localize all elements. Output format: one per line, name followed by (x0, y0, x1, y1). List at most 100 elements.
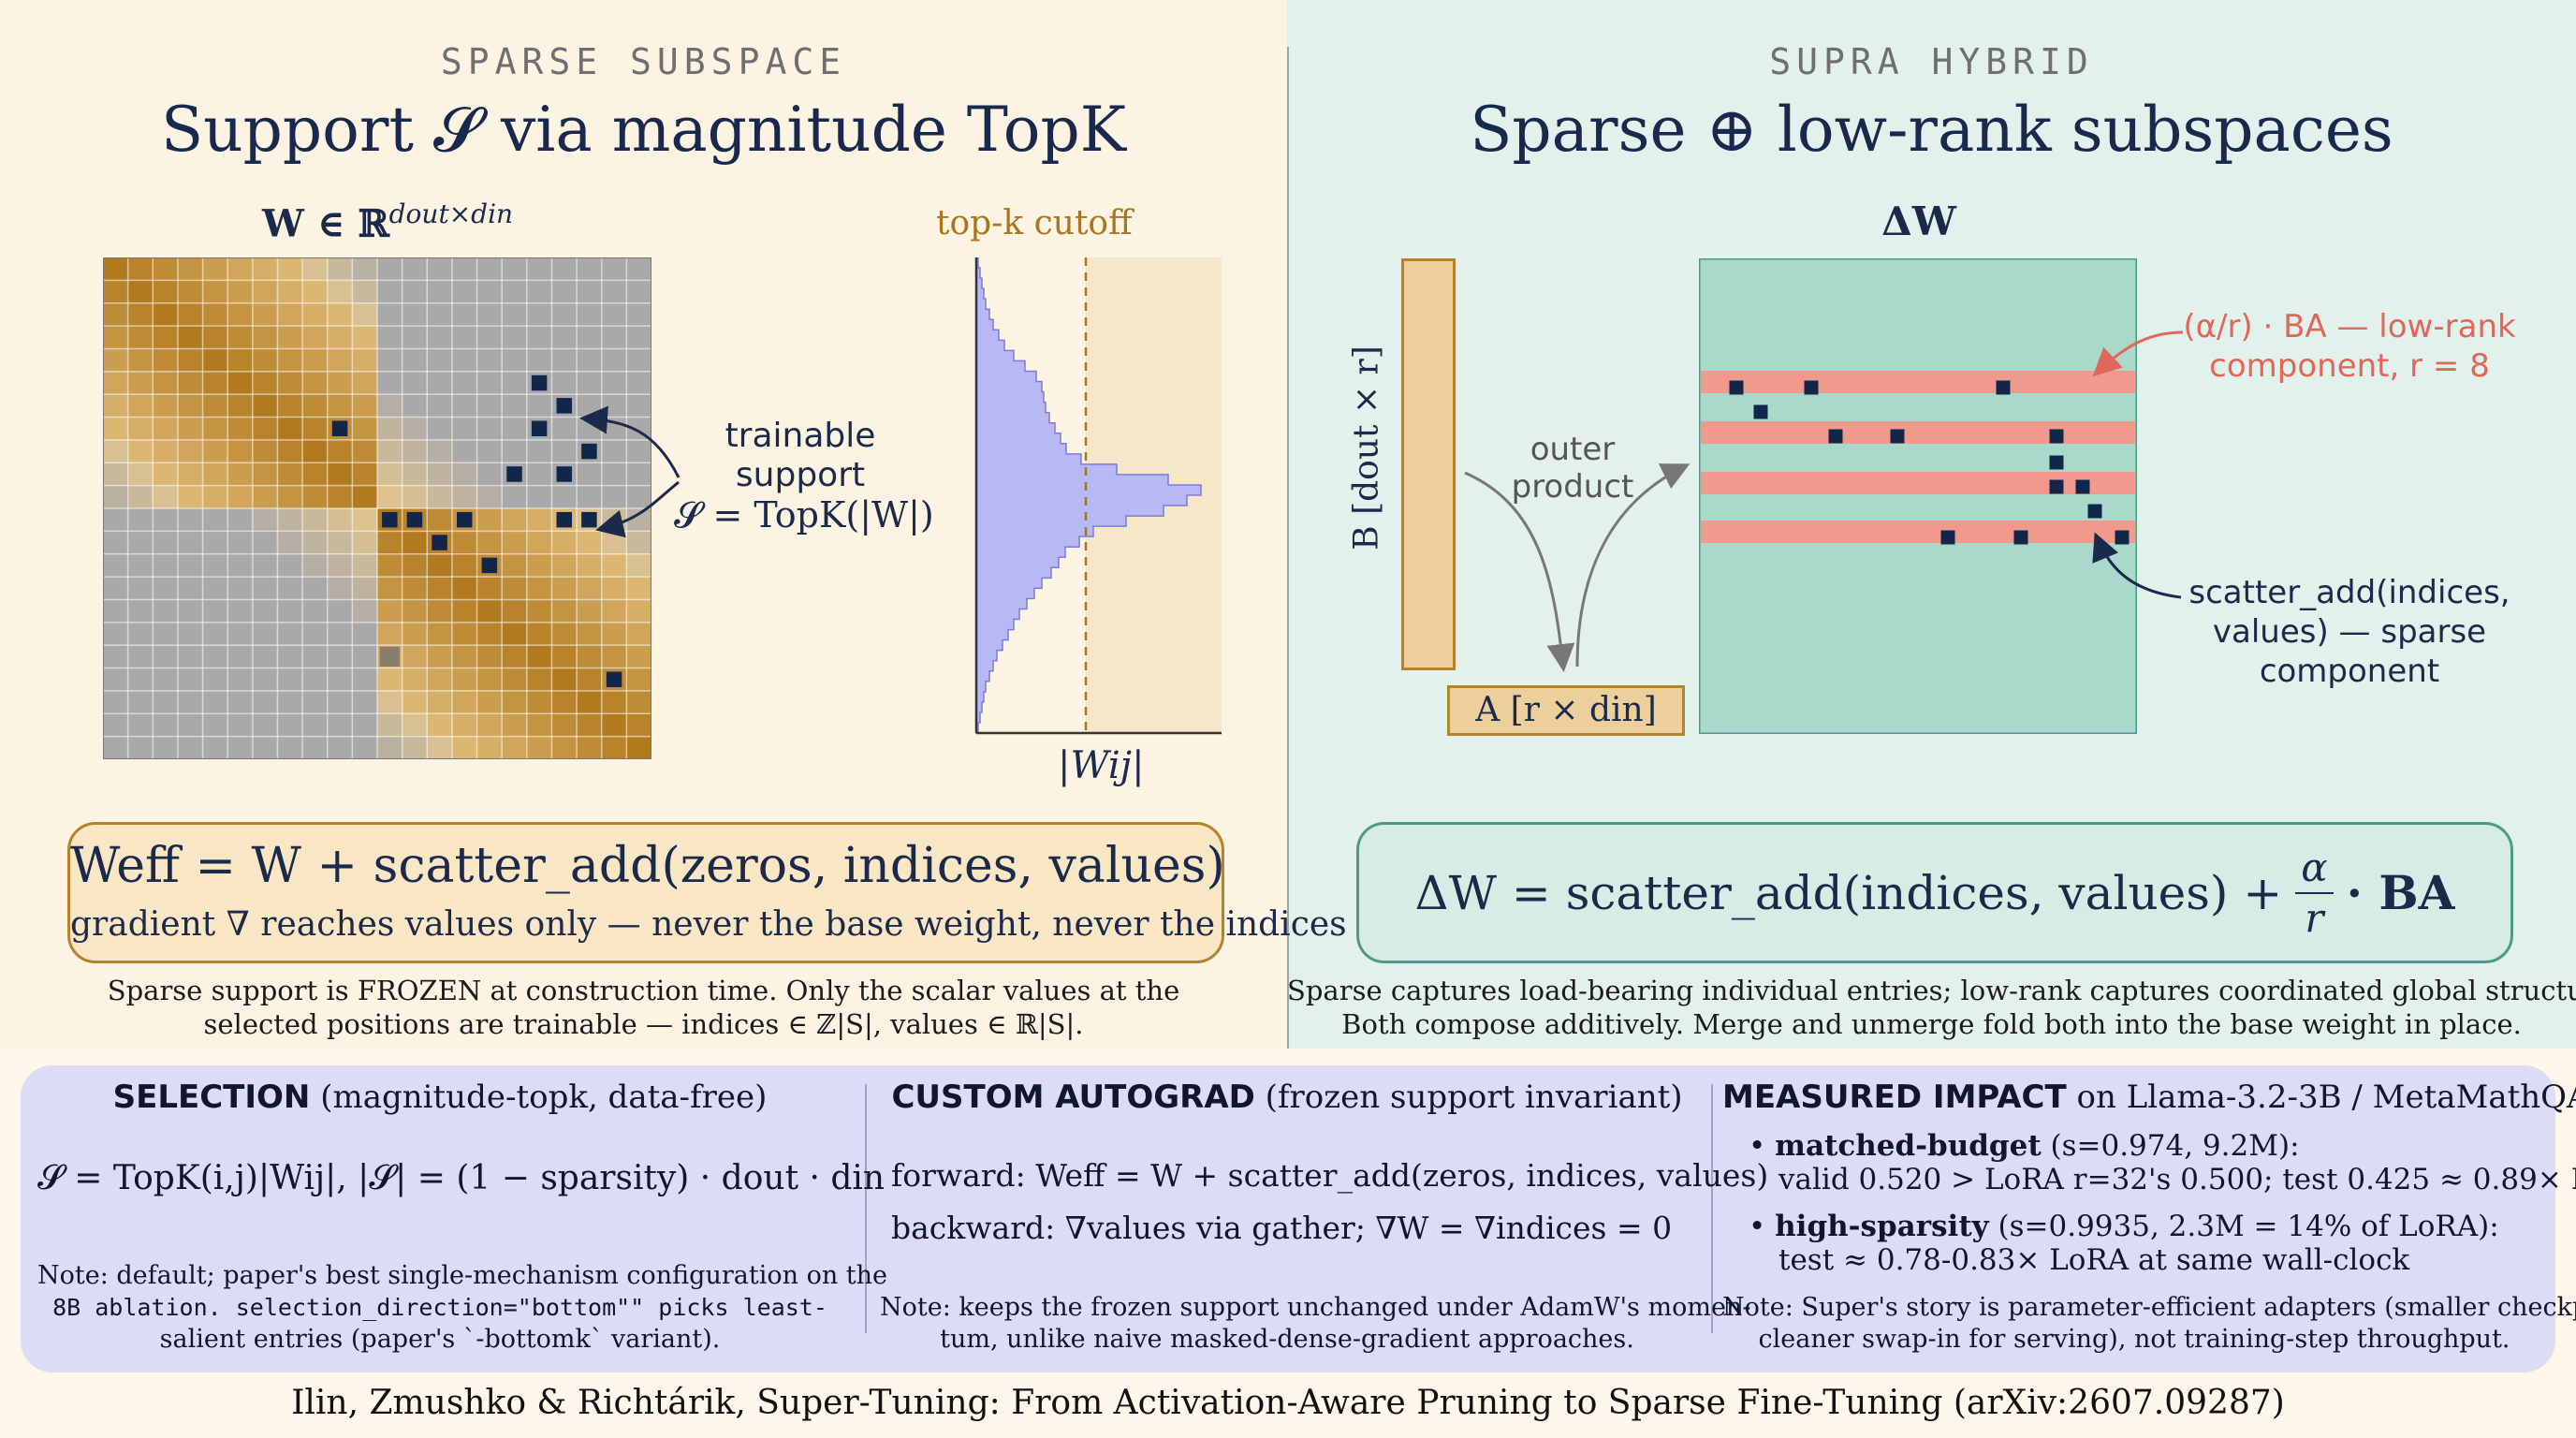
matrix-cell (252, 485, 278, 509)
sparse-entry-square (1804, 380, 1819, 395)
matrix-cell (153, 622, 179, 646)
matrix-cell (327, 462, 353, 487)
matrix-cell (626, 302, 651, 327)
matrix-cell (451, 690, 478, 714)
matrix-cell (327, 531, 353, 555)
matrix-cell (277, 326, 303, 349)
matrix-cell (402, 531, 428, 555)
matrix-cell (502, 302, 528, 327)
matrix-cell (551, 302, 578, 327)
matrix-cell (302, 280, 329, 304)
matrix-cell (227, 599, 254, 624)
matrix-cell (402, 417, 428, 441)
matrix-cell (327, 690, 353, 714)
delta-w-label: ΔW (1881, 198, 1956, 244)
matrix-cell (402, 553, 428, 578)
b-matrix-label: B [dout × r] (1347, 345, 1386, 550)
matrix-cell (377, 394, 403, 418)
right-title: Sparse ⊕ low-rank subspaces (1470, 94, 2393, 166)
matrix-cell (402, 326, 428, 349)
autograd-title: CUSTOM AUTOGRAD (frozen support invarian… (891, 1078, 1683, 1116)
matrix-cell (402, 645, 428, 669)
matrix-cell (302, 577, 329, 600)
matrix-cell (227, 645, 254, 669)
matrix-cell (451, 417, 478, 441)
autograd-note: Note: keeps the frozen support unchanged… (880, 1293, 1751, 1354)
matrix-cell (302, 394, 329, 418)
matrix-cell (202, 736, 228, 759)
matrix-cell (551, 622, 578, 646)
panel-divider (1287, 47, 1289, 1049)
matrix-cell (352, 326, 378, 349)
matrix-cell (302, 736, 329, 759)
matrix-cell (202, 302, 228, 327)
matrix-cell (202, 280, 228, 304)
matrix-cell (476, 302, 503, 327)
matrix-cell (502, 531, 528, 555)
low-rank-callout: (α/r) · BA — low-rank component, r = 8 (2183, 308, 2516, 385)
matrix-cell (302, 326, 329, 349)
sparse-entry-square (2115, 530, 2130, 545)
left-title: Support 𝓢 via magnitude TopK (160, 94, 1127, 166)
matrix-cell (577, 736, 603, 759)
matrix-cell (626, 553, 651, 578)
sparse-entry-square (2087, 504, 2102, 519)
matrix-cell (153, 645, 179, 669)
matrix-cell (427, 371, 453, 395)
matrix-cell (277, 736, 303, 759)
matrix-cell (502, 690, 528, 714)
matrix-cell (451, 668, 478, 692)
matrix-cell (476, 531, 503, 555)
left-eyebrow: SPARSE SUBSPACE (440, 41, 847, 82)
matrix-cell (502, 348, 528, 373)
matrix-cell (327, 508, 353, 532)
matrix-cell (476, 417, 503, 441)
matrix-cell (427, 439, 453, 463)
matrix-cell (327, 736, 353, 759)
matrix-cell (377, 485, 403, 509)
matrix-cell (476, 326, 503, 349)
matrix-cell (103, 348, 129, 373)
gradient-note: gradient ∇ reaches values only — never t… (70, 905, 1347, 944)
matrix-cell (277, 439, 303, 463)
matrix-cell (177, 348, 204, 373)
matrix-cell (427, 668, 453, 692)
matrix-cell (352, 257, 378, 281)
matrix-cell (626, 668, 651, 692)
matrix-cell (402, 577, 428, 600)
matrix-cell (551, 280, 578, 304)
matrix-cell (127, 668, 154, 692)
matrix-cell (302, 690, 329, 714)
matrix-cell (476, 348, 503, 373)
matrix-cell (127, 326, 154, 349)
matrix-cell (601, 371, 627, 395)
matrix-cell (352, 531, 378, 555)
matrix-cell (377, 553, 403, 578)
matrix-cell (153, 485, 179, 509)
matrix-cell (153, 280, 179, 304)
support-entry-square (581, 443, 597, 460)
matrix-cell (502, 280, 528, 304)
matrix-cell (476, 508, 503, 532)
matrix-cell (202, 348, 228, 373)
matrix-cell (127, 485, 154, 509)
impact-bullet-1: • matched-budget (s=0.974, 9.2M): valid … (1749, 1129, 2576, 1196)
matrix-cell (127, 462, 154, 487)
matrix-cell (202, 257, 228, 281)
matrix-cell (402, 439, 428, 463)
matrix-cell (277, 645, 303, 669)
matrix-cell (601, 302, 627, 327)
matrix-cell (476, 280, 503, 304)
matrix-cell (103, 508, 129, 532)
matrix-cell (601, 599, 627, 624)
matrix-cell (103, 280, 129, 304)
matrix-cell (153, 302, 179, 327)
matrix-cell (252, 394, 278, 418)
matrix-cell (451, 302, 478, 327)
support-entry-square (581, 511, 597, 528)
matrix-cell (451, 736, 478, 759)
matrix-cell (127, 531, 154, 555)
matrix-cell (252, 531, 278, 555)
matrix-cell (227, 371, 254, 395)
matrix-cell (252, 348, 278, 373)
